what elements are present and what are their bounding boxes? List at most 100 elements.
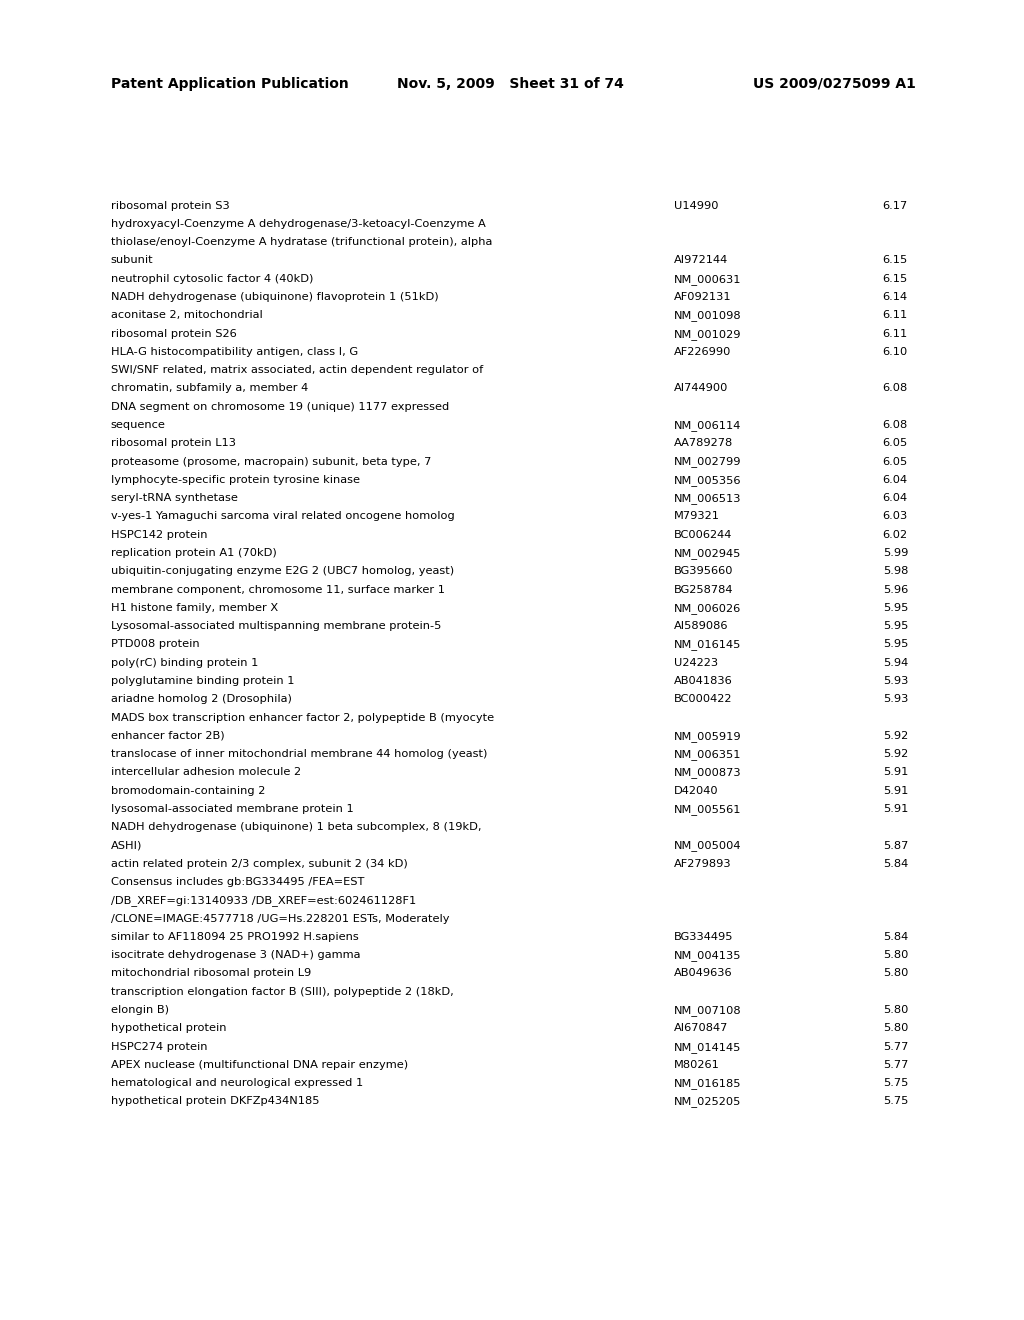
Text: 6.08: 6.08	[883, 420, 908, 430]
Text: NM_014145: NM_014145	[674, 1041, 741, 1052]
Text: Nov. 5, 2009   Sheet 31 of 74: Nov. 5, 2009 Sheet 31 of 74	[397, 77, 625, 91]
Text: isocitrate dehydrogenase 3 (NAD+) gamma: isocitrate dehydrogenase 3 (NAD+) gamma	[111, 950, 360, 960]
Text: ribosomal protein S3: ribosomal protein S3	[111, 201, 229, 211]
Text: AF092131: AF092131	[674, 292, 731, 302]
Text: NM_000631: NM_000631	[674, 273, 741, 285]
Text: 5.95: 5.95	[883, 639, 908, 649]
Text: NM_006513: NM_006513	[674, 494, 741, 504]
Text: AI972144: AI972144	[674, 256, 728, 265]
Text: AB041836: AB041836	[674, 676, 732, 686]
Text: actin related protein 2/3 complex, subunit 2 (34 kD): actin related protein 2/3 complex, subun…	[111, 859, 408, 869]
Text: BC006244: BC006244	[674, 529, 732, 540]
Text: NM_005356: NM_005356	[674, 475, 741, 486]
Text: 5.98: 5.98	[883, 566, 908, 577]
Text: M79321: M79321	[674, 511, 720, 521]
Text: BG258784: BG258784	[674, 585, 733, 594]
Text: 5.91: 5.91	[883, 767, 908, 777]
Text: 5.91: 5.91	[883, 804, 908, 814]
Text: lymphocyte-specific protein tyrosine kinase: lymphocyte-specific protein tyrosine kin…	[111, 475, 359, 484]
Text: NM_001098: NM_001098	[674, 310, 741, 321]
Text: M80261: M80261	[674, 1060, 720, 1071]
Text: 6.05: 6.05	[883, 438, 908, 449]
Text: elongin B): elongin B)	[111, 1005, 169, 1015]
Text: AF226990: AF226990	[674, 347, 731, 356]
Text: 5.92: 5.92	[883, 731, 908, 741]
Text: similar to AF118094 25 PRO1992 H.sapiens: similar to AF118094 25 PRO1992 H.sapiens	[111, 932, 358, 942]
Text: replication protein A1 (70kD): replication protein A1 (70kD)	[111, 548, 276, 558]
Text: NM_002799: NM_002799	[674, 457, 741, 467]
Text: 6.11: 6.11	[883, 329, 908, 339]
Text: NM_004135: NM_004135	[674, 950, 741, 961]
Text: AF279893: AF279893	[674, 859, 731, 869]
Text: 6.17: 6.17	[883, 201, 908, 211]
Text: NM_001029: NM_001029	[674, 329, 741, 339]
Text: 5.95: 5.95	[883, 603, 908, 612]
Text: NM_005561: NM_005561	[674, 804, 741, 814]
Text: aconitase 2, mitochondrial: aconitase 2, mitochondrial	[111, 310, 262, 321]
Text: 5.94: 5.94	[883, 657, 908, 668]
Text: 6.03: 6.03	[883, 511, 908, 521]
Text: 6.15: 6.15	[883, 273, 908, 284]
Text: NM_006114: NM_006114	[674, 420, 741, 430]
Text: /CLONE=IMAGE:4577718 /UG=Hs.228201 ESTs, Moderately: /CLONE=IMAGE:4577718 /UG=Hs.228201 ESTs,…	[111, 913, 450, 924]
Text: 5.95: 5.95	[883, 622, 908, 631]
Text: chromatin, subfamily a, member 4: chromatin, subfamily a, member 4	[111, 384, 308, 393]
Text: BC000422: BC000422	[674, 694, 732, 705]
Text: AI744900: AI744900	[674, 384, 728, 393]
Text: subunit: subunit	[111, 256, 154, 265]
Text: AI670847: AI670847	[674, 1023, 728, 1034]
Text: hematological and neurological expressed 1: hematological and neurological expressed…	[111, 1078, 362, 1088]
Text: APEX nuclease (multifunctional DNA repair enzyme): APEX nuclease (multifunctional DNA repai…	[111, 1060, 408, 1071]
Text: BG395660: BG395660	[674, 566, 733, 577]
Text: 5.93: 5.93	[883, 694, 908, 705]
Text: 6.11: 6.11	[883, 310, 908, 321]
Text: NM_005919: NM_005919	[674, 731, 741, 742]
Text: H1 histone family, member X: H1 histone family, member X	[111, 603, 278, 612]
Text: 5.84: 5.84	[883, 859, 908, 869]
Text: NM_016185: NM_016185	[674, 1078, 741, 1089]
Text: AA789278: AA789278	[674, 438, 733, 449]
Text: 5.75: 5.75	[883, 1078, 908, 1088]
Text: hydroxyacyl-Coenzyme A dehydrogenase/3-ketoacyl-Coenzyme A: hydroxyacyl-Coenzyme A dehydrogenase/3-k…	[111, 219, 485, 228]
Text: membrane component, chromosome 11, surface marker 1: membrane component, chromosome 11, surfa…	[111, 585, 444, 594]
Text: NM_006351: NM_006351	[674, 750, 741, 760]
Text: U24223: U24223	[674, 657, 718, 668]
Text: HLA-G histocompatibility antigen, class I, G: HLA-G histocompatibility antigen, class …	[111, 347, 357, 356]
Text: polyglutamine binding protein 1: polyglutamine binding protein 1	[111, 676, 294, 686]
Text: bromodomain-containing 2: bromodomain-containing 2	[111, 785, 265, 796]
Text: NADH dehydrogenase (ubiquinone) flavoprotein 1 (51kD): NADH dehydrogenase (ubiquinone) flavopro…	[111, 292, 438, 302]
Text: NM_007108: NM_007108	[674, 1005, 741, 1016]
Text: Patent Application Publication: Patent Application Publication	[111, 77, 348, 91]
Text: 6.14: 6.14	[883, 292, 908, 302]
Text: 5.87: 5.87	[883, 841, 908, 850]
Text: 5.99: 5.99	[883, 548, 908, 558]
Text: ribosomal protein L13: ribosomal protein L13	[111, 438, 236, 449]
Text: NM_002945: NM_002945	[674, 548, 741, 558]
Text: Consensus includes gb:BG334495 /FEA=EST: Consensus includes gb:BG334495 /FEA=EST	[111, 876, 364, 887]
Text: proteasome (prosome, macropain) subunit, beta type, 7: proteasome (prosome, macropain) subunit,…	[111, 457, 431, 466]
Text: SWI/SNF related, matrix associated, actin dependent regulator of: SWI/SNF related, matrix associated, acti…	[111, 366, 483, 375]
Text: 6.02: 6.02	[883, 529, 908, 540]
Text: seryl-tRNA synthetase: seryl-tRNA synthetase	[111, 494, 238, 503]
Text: translocase of inner mitochondrial membrane 44 homolog (yeast): translocase of inner mitochondrial membr…	[111, 750, 487, 759]
Text: 6.04: 6.04	[883, 475, 908, 484]
Text: 5.93: 5.93	[883, 676, 908, 686]
Text: 5.80: 5.80	[883, 950, 908, 960]
Text: D42040: D42040	[674, 785, 719, 796]
Text: ASHI): ASHI)	[111, 841, 142, 850]
Text: AB049636: AB049636	[674, 969, 732, 978]
Text: 5.75: 5.75	[883, 1097, 908, 1106]
Text: v-yes-1 Yamaguchi sarcoma viral related oncogene homolog: v-yes-1 Yamaguchi sarcoma viral related …	[111, 511, 455, 521]
Text: NM_006026: NM_006026	[674, 603, 741, 614]
Text: NM_025205: NM_025205	[674, 1097, 741, 1107]
Text: enhancer factor 2B): enhancer factor 2B)	[111, 731, 224, 741]
Text: PTD008 protein: PTD008 protein	[111, 639, 200, 649]
Text: 5.77: 5.77	[883, 1060, 908, 1071]
Text: AI589086: AI589086	[674, 622, 728, 631]
Text: sequence: sequence	[111, 420, 166, 430]
Text: DNA segment on chromosome 19 (unique) 1177 expressed: DNA segment on chromosome 19 (unique) 11…	[111, 401, 449, 412]
Text: Lysosomal-associated multispanning membrane protein-5: Lysosomal-associated multispanning membr…	[111, 622, 441, 631]
Text: BG334495: BG334495	[674, 932, 733, 942]
Text: HSPC142 protein: HSPC142 protein	[111, 529, 207, 540]
Text: intercellular adhesion molecule 2: intercellular adhesion molecule 2	[111, 767, 301, 777]
